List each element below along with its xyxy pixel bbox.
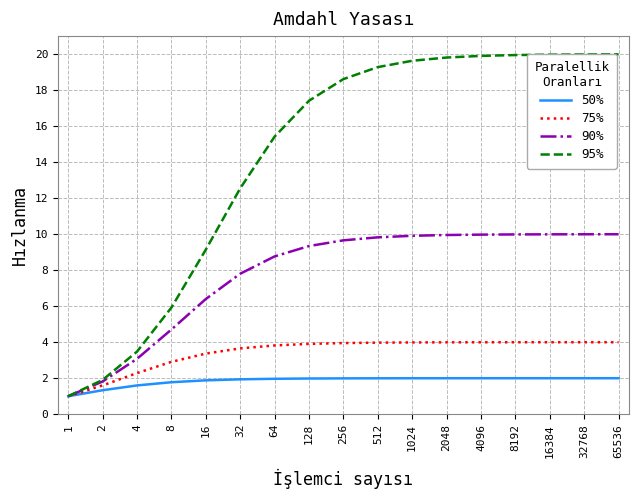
95% xyxy=(580,52,588,58)
90% xyxy=(477,232,485,237)
90% xyxy=(443,232,451,238)
90% xyxy=(340,238,348,244)
50% xyxy=(580,375,588,381)
75% xyxy=(374,340,381,345)
75% xyxy=(580,339,588,345)
50% xyxy=(65,393,72,399)
75% xyxy=(133,370,141,376)
Line: 90%: 90% xyxy=(68,234,619,396)
75% xyxy=(511,340,519,345)
90% xyxy=(511,232,519,237)
50% xyxy=(443,375,451,381)
90% xyxy=(271,254,278,260)
75% xyxy=(477,340,485,345)
50% xyxy=(133,382,141,388)
95% xyxy=(65,393,72,399)
50% xyxy=(511,375,519,381)
90% xyxy=(202,296,210,302)
95% xyxy=(443,54,451,60)
75% xyxy=(305,341,313,347)
50% xyxy=(305,376,313,382)
50% xyxy=(615,375,623,381)
95% xyxy=(511,52,519,58)
90% xyxy=(615,231,623,237)
75% xyxy=(271,342,278,348)
90% xyxy=(374,234,381,240)
95% xyxy=(271,134,278,140)
75% xyxy=(443,340,451,345)
90% xyxy=(99,378,106,384)
X-axis label: İşlemci sayısı: İşlemci sayısı xyxy=(273,469,413,489)
90% xyxy=(133,356,141,362)
50% xyxy=(271,376,278,382)
75% xyxy=(65,393,72,399)
75% xyxy=(546,339,554,345)
50% xyxy=(168,379,175,385)
Y-axis label: Hızlanma: Hızlanma xyxy=(11,185,29,265)
95% xyxy=(374,64,381,70)
95% xyxy=(340,76,348,82)
95% xyxy=(168,304,175,310)
75% xyxy=(99,382,106,388)
Line: 75%: 75% xyxy=(68,342,619,396)
90% xyxy=(236,270,244,276)
90% xyxy=(305,243,313,249)
95% xyxy=(408,58,416,64)
75% xyxy=(615,339,623,345)
95% xyxy=(615,52,623,58)
95% xyxy=(477,53,485,59)
50% xyxy=(408,376,416,382)
90% xyxy=(65,393,72,399)
75% xyxy=(168,359,175,365)
95% xyxy=(546,52,554,58)
95% xyxy=(202,246,210,252)
50% xyxy=(236,376,244,382)
75% xyxy=(236,346,244,352)
90% xyxy=(580,232,588,237)
50% xyxy=(99,387,106,393)
95% xyxy=(99,377,106,383)
75% xyxy=(408,340,416,345)
95% xyxy=(133,348,141,354)
90% xyxy=(408,233,416,239)
50% xyxy=(340,376,348,382)
90% xyxy=(546,232,554,237)
95% xyxy=(236,186,244,192)
90% xyxy=(168,326,175,332)
50% xyxy=(546,375,554,381)
95% xyxy=(305,98,313,104)
Title: Amdahl Yasası: Amdahl Yasası xyxy=(273,11,414,29)
50% xyxy=(477,375,485,381)
Legend: 50%, 75%, 90%, 95%: 50%, 75%, 90%, 95% xyxy=(527,54,617,169)
50% xyxy=(202,378,210,384)
50% xyxy=(374,376,381,382)
75% xyxy=(202,350,210,356)
75% xyxy=(340,340,348,346)
Line: 95%: 95% xyxy=(68,54,619,396)
Line: 50%: 50% xyxy=(68,378,619,396)
